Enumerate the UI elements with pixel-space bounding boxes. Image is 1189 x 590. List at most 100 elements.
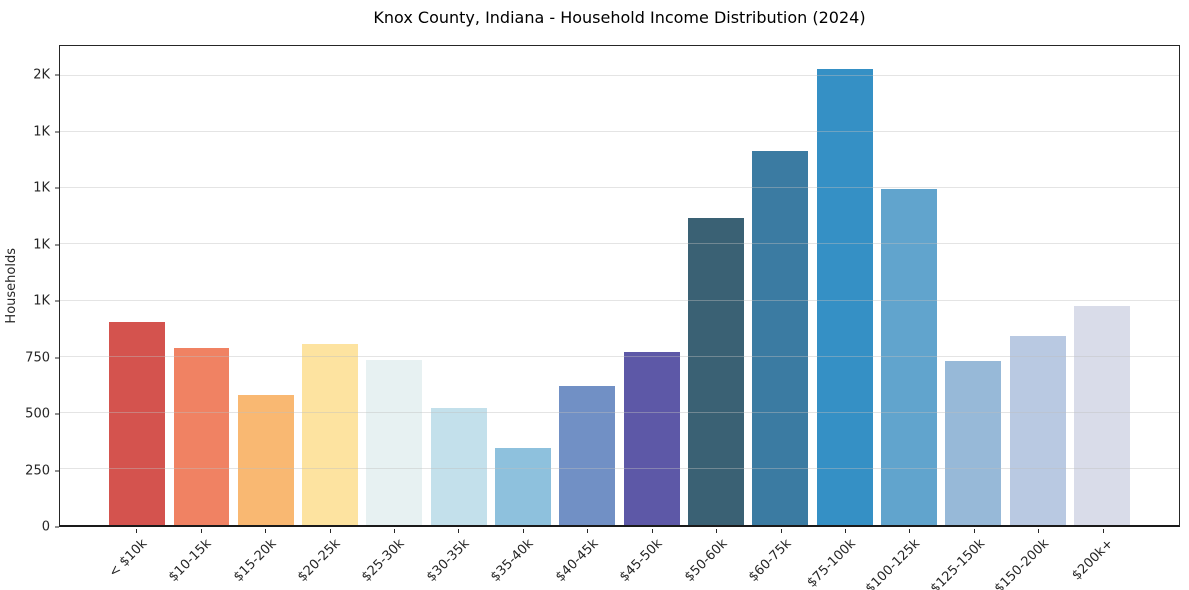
bar-6075k xyxy=(752,151,809,525)
x-tick-mark xyxy=(909,529,911,533)
x-tick: $20-25k xyxy=(294,527,361,590)
bar-4045k xyxy=(559,385,616,525)
y-tick-0: 0 xyxy=(42,521,59,534)
y-tick-mark xyxy=(55,470,59,472)
bar-1520k xyxy=(237,394,294,525)
bar-column xyxy=(491,46,555,525)
x-tick-label: $50-60k xyxy=(681,536,731,585)
bar-100125k xyxy=(880,189,937,525)
x-tick-mark xyxy=(522,529,524,533)
y-tick-500: 500 xyxy=(25,408,59,421)
x-tick: < $10k xyxy=(104,527,168,590)
x-tick-mark xyxy=(200,529,202,533)
y-tick-mark xyxy=(55,526,59,528)
bar-column xyxy=(1005,46,1069,525)
chart-title: Knox County, Indiana - Household Income … xyxy=(373,8,866,27)
x-tick: $35-40k xyxy=(488,527,555,590)
x-tick: $150-200k xyxy=(992,527,1070,590)
x-tick: $100-125k xyxy=(863,527,941,590)
x-tick-mark xyxy=(587,529,589,533)
bar-2530k xyxy=(366,360,423,525)
y-tick-mark xyxy=(55,413,59,415)
x-tick: $15-20k xyxy=(230,527,297,590)
bar-3035k xyxy=(430,408,487,525)
x-axis-labels: < $10k $10-15k $15-20k $20-25k $25-30k $30-35… xyxy=(59,527,1180,590)
bar-10k xyxy=(109,321,166,525)
x-tick-mark xyxy=(845,529,847,533)
bar-column xyxy=(941,46,1005,525)
x-axis: < $10k $10-15k $15-20k $20-25k $25-30k $30-35… xyxy=(59,527,1180,590)
x-tick: $200k+ xyxy=(1069,527,1135,590)
y-tick-2000: 2K xyxy=(33,69,59,82)
x-tick-mark xyxy=(716,529,718,533)
bar-5060k xyxy=(688,217,744,525)
bar-1015k xyxy=(173,347,230,525)
y-tick-250: 250 xyxy=(25,464,59,477)
x-tick-label: $30-35k xyxy=(423,536,473,585)
y-tick-label: 1K xyxy=(33,237,50,253)
x-tick: $75-100k xyxy=(805,527,877,590)
y-tick-label: 1K xyxy=(33,124,50,140)
x-tick-mark xyxy=(780,529,782,533)
y-tick-label: 750 xyxy=(25,350,50,366)
bar-column xyxy=(298,46,362,525)
bar-4550k xyxy=(623,352,680,525)
bar-column xyxy=(620,46,684,525)
x-tick-label: $60-75k xyxy=(746,536,795,585)
x-tick-mark xyxy=(973,529,975,533)
y-tick-label: 250 xyxy=(25,463,50,479)
y-axis: 0 250 500 750 1K 1K 1K 1K 2K xyxy=(0,45,59,534)
y-tick-label: 1K xyxy=(33,293,50,309)
y-tick-label: 500 xyxy=(25,406,50,422)
y-tick-1250: 1K xyxy=(33,238,59,251)
y-tick-mark xyxy=(55,131,59,133)
bars xyxy=(60,46,1179,525)
x-tick-label: $35-40k xyxy=(488,536,537,585)
x-tick: $40-45k xyxy=(553,527,619,590)
bar-column xyxy=(1070,46,1134,525)
x-tick-label: $45-50k xyxy=(617,536,666,585)
bar-column xyxy=(362,46,426,525)
x-tick: $60-75k xyxy=(746,527,812,590)
bar-125150k xyxy=(945,361,1002,525)
x-tick: $125-150k xyxy=(928,527,1006,590)
y-tick-mark xyxy=(55,187,59,189)
bar-column xyxy=(812,46,876,525)
x-tick: $50-60k xyxy=(681,527,748,590)
x-tick-label: $200k+ xyxy=(1069,536,1117,584)
y-tick-label: 2K xyxy=(33,67,50,83)
y-tick-label: 0 xyxy=(41,519,50,535)
y-tick-750: 750 xyxy=(25,351,59,364)
y-tick-mark xyxy=(55,300,59,302)
x-tick-label: $25-30k xyxy=(359,536,408,585)
x-tick: $45-50k xyxy=(617,527,684,590)
x-tick-label: $15-20k xyxy=(230,536,279,585)
bar-column xyxy=(427,46,491,525)
bar-2025k xyxy=(302,344,359,525)
y-tick-mark xyxy=(55,357,59,359)
x-tick-mark xyxy=(458,529,460,533)
x-tick-mark xyxy=(1102,529,1104,533)
y-tick-1500: 1K xyxy=(33,182,59,195)
x-tick-mark xyxy=(265,529,267,533)
x-tick: $25-30k xyxy=(359,527,426,590)
plot-area xyxy=(59,45,1180,527)
x-tick-mark xyxy=(329,529,331,533)
bar-column xyxy=(169,46,233,525)
y-tick-mark xyxy=(55,74,59,76)
bar-column xyxy=(684,46,748,525)
bar-column xyxy=(234,46,298,525)
x-tick-mark xyxy=(1038,529,1040,533)
y-tick-1000: 1K xyxy=(33,295,59,308)
x-tick-label: < $10k xyxy=(106,536,151,581)
bar-150200k xyxy=(1009,336,1066,525)
y-tick-1750: 1K xyxy=(33,125,59,138)
x-tick-label: $10-15k xyxy=(166,536,215,585)
x-tick-label: $20-25k xyxy=(294,536,344,585)
x-tick-mark xyxy=(393,529,395,533)
x-tick: $30-35k xyxy=(423,527,490,590)
bar-column xyxy=(748,46,812,525)
bar-3540k xyxy=(495,447,551,525)
x-tick: $10-15k xyxy=(166,527,232,590)
bar-column xyxy=(555,46,619,525)
